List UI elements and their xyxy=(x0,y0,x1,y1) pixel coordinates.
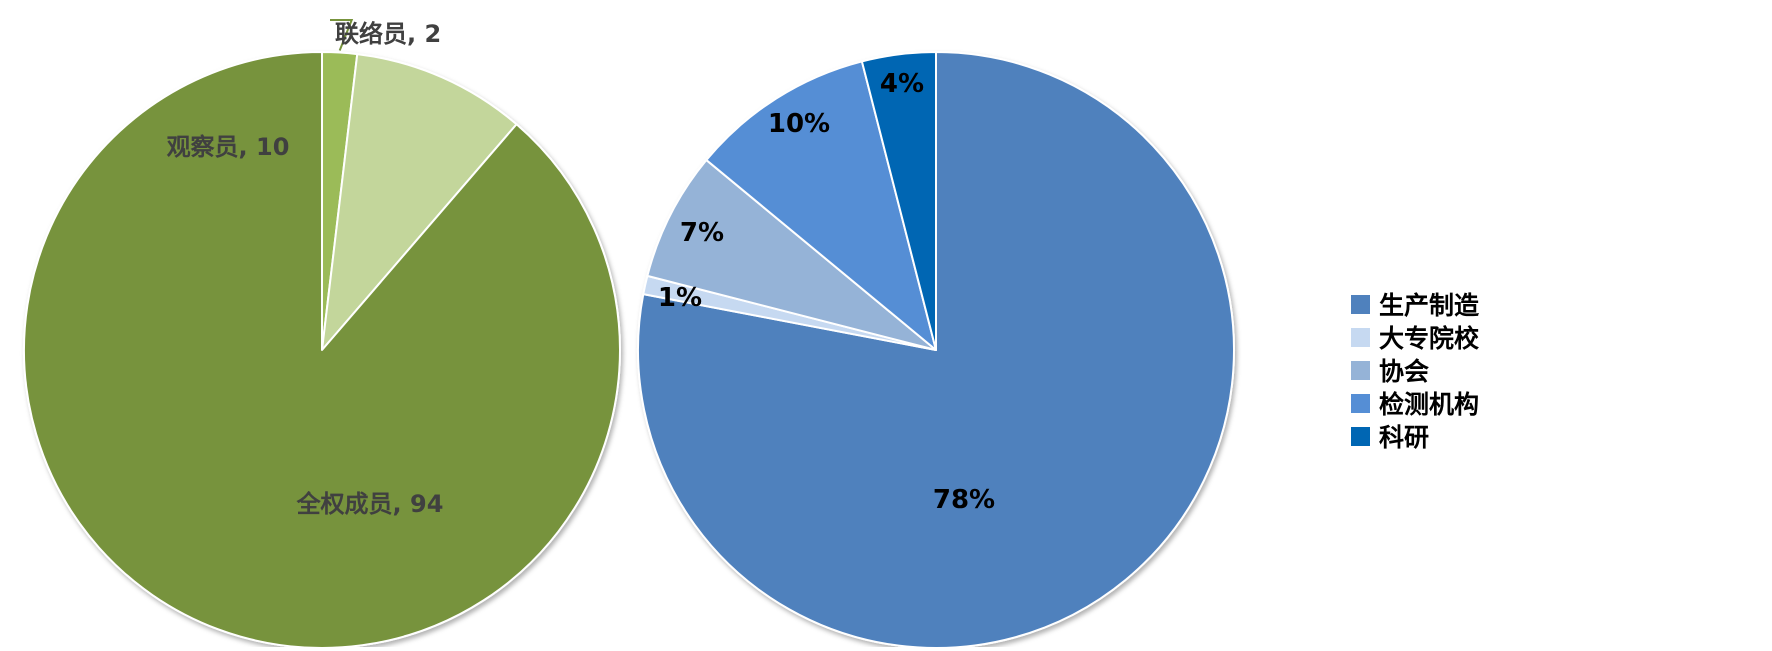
legend-label-1: 生产制造 xyxy=(1379,291,1479,320)
legend-label-4: 检测机构 xyxy=(1379,390,1479,419)
organization-data-label-2: 1% xyxy=(658,283,702,313)
membership-data-label-2: 联络员, 2 xyxy=(335,20,441,48)
organization-pie-slice-1 xyxy=(637,51,1235,649)
legend-label-3: 协会 xyxy=(1379,357,1429,386)
membership-pie-slice-3 xyxy=(321,53,518,351)
legend-swatch-1 xyxy=(1351,295,1370,314)
organization-data-label-1: 78% xyxy=(933,485,995,515)
membership-pie-labels: 全权成员, 94 联络员, 2 观察员, 10 xyxy=(167,19,444,518)
legend-swatch-2 xyxy=(1351,328,1370,347)
legend-swatch-5 xyxy=(1351,427,1370,446)
organization-pie-slice-4 xyxy=(705,60,937,351)
legend-label-2: 大专院校 xyxy=(1379,324,1480,353)
legend-swatch-3 xyxy=(1351,361,1370,380)
organization-data-label-3: 7% xyxy=(680,218,724,248)
legend-swatch-4 xyxy=(1351,394,1370,413)
organization-data-label-5: 4% xyxy=(880,69,924,99)
membership-data-label-1: 全权成员, 94 xyxy=(296,490,444,518)
membership-data-label-3: 观察员, 10 xyxy=(167,133,290,161)
organization-pie-slice-3 xyxy=(646,159,937,351)
membership-leader-line-2 xyxy=(330,19,354,51)
legend-label-5: 科研 xyxy=(1379,423,1429,452)
organization-type-pie xyxy=(637,51,1235,649)
membership-pie xyxy=(23,50,621,649)
organization-data-label-4: 10% xyxy=(768,109,830,139)
organization-pie-slice-5 xyxy=(860,51,937,351)
organization-type-pie-labels: 78% 1% 7% 10% 4% xyxy=(658,69,995,515)
membership-pie-slice-1 xyxy=(23,51,621,649)
